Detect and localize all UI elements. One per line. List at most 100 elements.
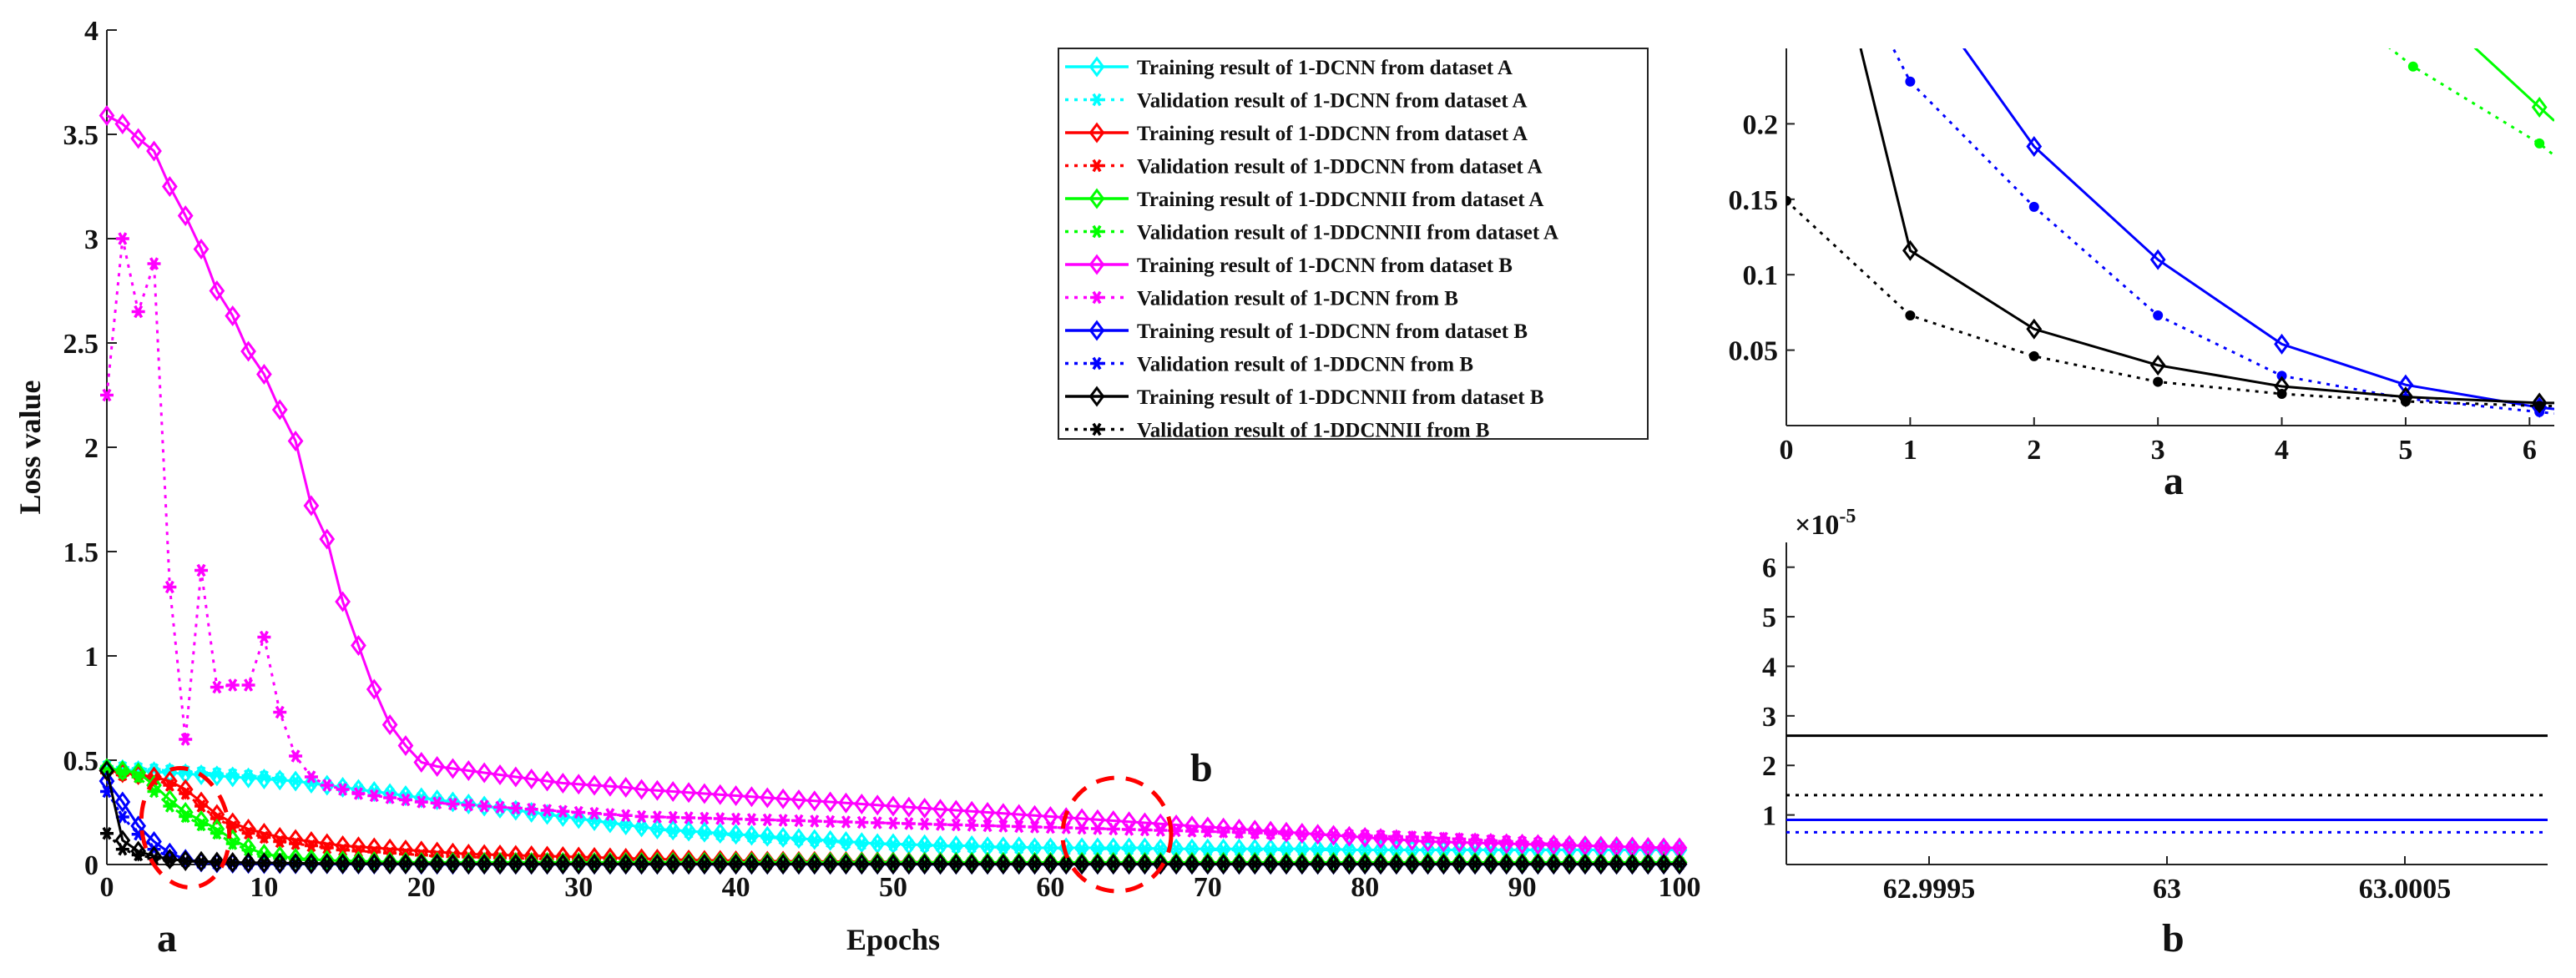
main-point — [445, 853, 461, 875]
main-point — [807, 814, 821, 828]
main-point — [1389, 829, 1403, 844]
main-point — [1073, 854, 1090, 875]
main-point — [1168, 854, 1184, 875]
main-point — [1372, 854, 1389, 875]
main-point — [1342, 857, 1356, 871]
zoom-a-point — [2028, 201, 2039, 212]
main-point — [1090, 822, 1104, 835]
main-point — [115, 842, 129, 856]
legend-marker — [1088, 320, 1105, 341]
main-point — [508, 801, 523, 815]
main-point — [179, 787, 193, 800]
main-point — [791, 833, 806, 846]
main-point — [1106, 842, 1120, 856]
main-point — [193, 810, 210, 831]
main-point — [634, 820, 649, 834]
main-point — [1389, 857, 1403, 871]
zoom-region-a-ellipse — [139, 766, 232, 890]
main-point — [1154, 842, 1168, 856]
zoom-a-series-group — [1786, 48, 2554, 418]
main-point — [273, 856, 287, 870]
main-point — [1012, 819, 1026, 834]
main-point — [492, 764, 508, 785]
main-point — [871, 857, 885, 871]
main-point — [1563, 838, 1577, 852]
legend-label: Validation result of 1-DDCNNII from B — [1137, 420, 1489, 442]
main-point — [745, 857, 759, 871]
main-point — [963, 800, 980, 822]
main-point — [430, 857, 444, 871]
main-point — [1483, 834, 1498, 848]
legend-entry-11: Training result of 1-DDCNNII from datase… — [1065, 386, 1544, 409]
main-point — [554, 773, 571, 794]
main-point — [1278, 821, 1295, 843]
main-point — [1404, 854, 1421, 875]
main-point — [1294, 823, 1311, 844]
zoom-a-point — [2026, 136, 2043, 158]
main-point — [210, 767, 224, 781]
main-point — [413, 853, 430, 875]
main-point — [1467, 854, 1483, 875]
main-point — [853, 794, 870, 814]
main-point — [1027, 854, 1043, 875]
main-point — [114, 113, 131, 134]
main-point — [1311, 843, 1325, 857]
main-point — [649, 779, 665, 801]
main-point — [1388, 839, 1405, 860]
main-point — [336, 857, 350, 870]
main-point — [680, 820, 697, 842]
main-x-tick-label: 80 — [1351, 872, 1379, 903]
main-point — [492, 798, 508, 819]
zoom-b-x-tick-label: 63.0005 — [2359, 874, 2452, 905]
main-point — [1105, 854, 1122, 875]
main-point — [304, 856, 318, 870]
main-point — [1090, 842, 1104, 856]
main-point — [366, 781, 382, 802]
legend-label: Validation result of 1-DDCNNII from data… — [1137, 222, 1558, 244]
main-point — [130, 762, 147, 784]
main-point — [476, 795, 492, 817]
main-point — [901, 854, 917, 875]
main-point — [508, 766, 524, 788]
main-point — [1326, 824, 1341, 846]
main-point — [1530, 834, 1546, 855]
legend-entry-6: Validation result of 1-DDCNNII from data… — [1065, 222, 1558, 244]
main-point — [303, 853, 320, 875]
main-point — [1657, 841, 1671, 854]
main-point — [650, 810, 664, 824]
main-point — [855, 815, 869, 829]
main-point — [886, 838, 900, 852]
main-point — [1232, 825, 1246, 839]
main-point — [194, 818, 209, 832]
main-point — [462, 798, 476, 812]
main-point — [460, 794, 477, 814]
main-point — [697, 826, 711, 840]
zoom-a-y-tick-label: 0.15 — [1729, 185, 1779, 216]
zoom-a-point — [2026, 318, 2043, 340]
main-point — [775, 854, 791, 875]
main-point — [114, 791, 131, 813]
main-point — [1012, 857, 1026, 871]
legend-label: Validation result of 1-DDCNN from datase… — [1137, 156, 1543, 179]
main-point — [853, 832, 870, 854]
main-point — [1639, 854, 1656, 875]
main-point — [634, 857, 649, 871]
main-point — [1152, 854, 1169, 875]
legend-label: Training result of 1-DDCNN from dataset … — [1137, 320, 1528, 343]
main-point — [336, 783, 350, 796]
main-point — [1027, 804, 1043, 826]
zoom-a-point — [2274, 333, 2290, 355]
zoom-b-y-tick-label: 3 — [1762, 702, 1776, 733]
main-point — [666, 824, 680, 838]
main-x-tick-label: 30 — [564, 872, 593, 903]
main-point — [1169, 842, 1184, 856]
main-point — [351, 850, 366, 872]
main-y-tick-label: 3.5 — [63, 120, 99, 151]
main-point — [1625, 840, 1639, 854]
main-point — [822, 829, 839, 851]
main-point — [446, 857, 460, 871]
zoom-a-point — [2149, 355, 2166, 376]
main-point — [508, 854, 524, 875]
zoom-a-x-tick-label: 1 — [1903, 435, 1917, 466]
main-point — [430, 796, 444, 810]
